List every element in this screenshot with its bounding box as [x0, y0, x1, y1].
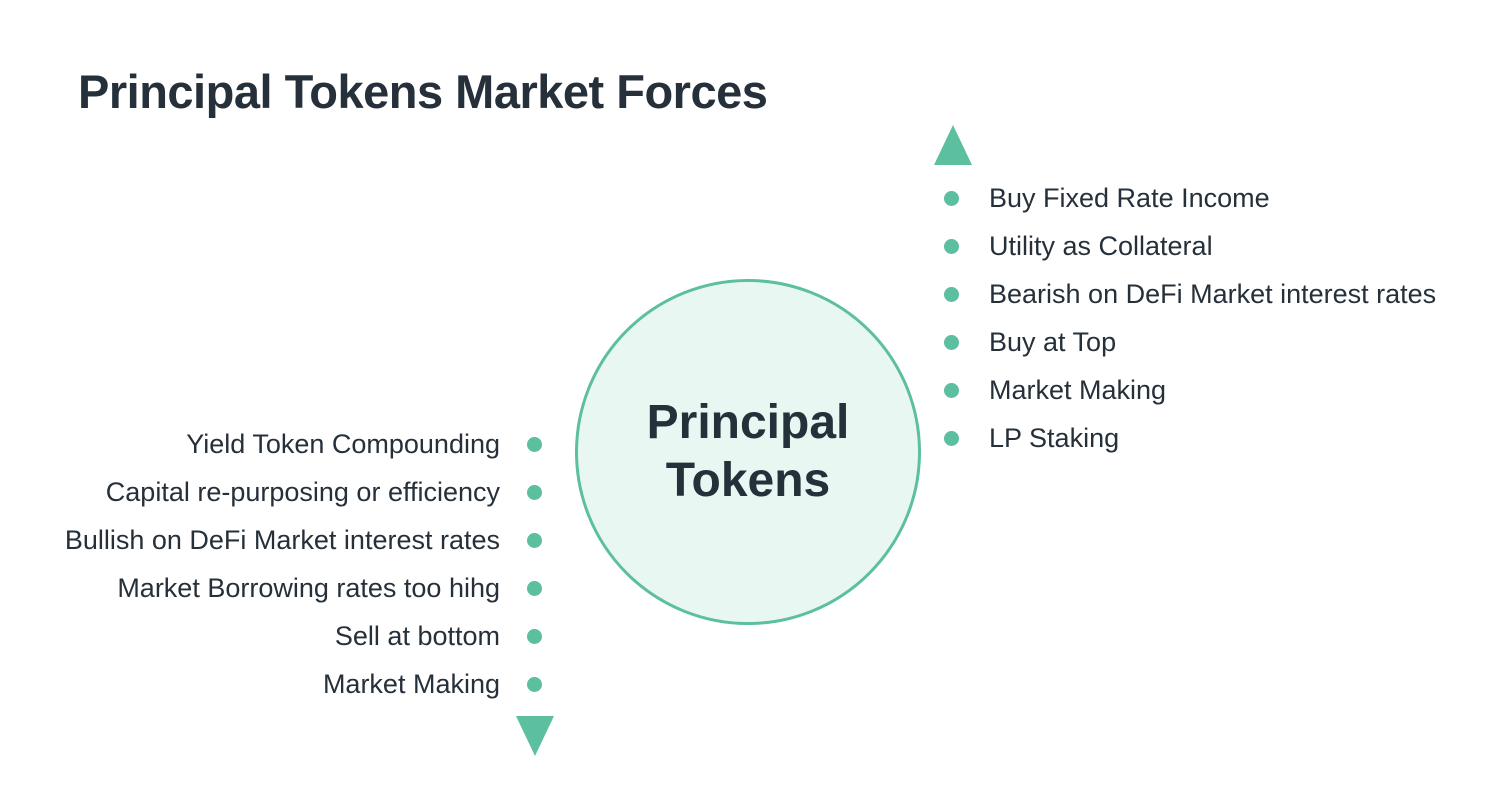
bullet-dot-icon — [944, 334, 959, 350]
down-force-label: Yield Token Compounding — [186, 428, 500, 459]
down-force-label: Sell at bottom — [334, 620, 500, 651]
list-item: Market Borrowing rates too hihg — [65, 564, 542, 612]
down-force-label: Capital re-purposing or efficiency — [105, 476, 500, 507]
list-item: Market Making — [944, 366, 1436, 414]
list-item: LP Staking — [944, 414, 1436, 462]
down-forces-list: Yield Token Compounding Capital re-purpo… — [65, 420, 542, 708]
up-force-label: Utility as Collateral — [989, 230, 1213, 261]
triangle-up-icon — [934, 125, 972, 165]
center-label: Principal Tokens — [618, 394, 878, 510]
bullet-dot-icon — [527, 532, 542, 548]
list-item: Yield Token Compounding — [65, 420, 542, 468]
center-label-line1: Principal — [646, 396, 850, 449]
bullet-dot-icon — [944, 286, 959, 302]
up-force-label: LP Staking — [989, 422, 1120, 453]
up-force-label: Bearish on DeFi Market interest rates — [989, 278, 1437, 309]
bullet-dot-icon — [944, 190, 959, 206]
list-item: Utility as Collateral — [944, 222, 1436, 270]
list-item: Market Making — [65, 660, 542, 708]
bullet-dot-icon — [527, 436, 542, 452]
down-force-label: Bullish on DeFi Market interest rates — [64, 524, 500, 555]
down-force-label: Market Making — [322, 668, 500, 699]
up-forces-list: Buy Fixed Rate Income Utility as Collate… — [944, 174, 1436, 462]
list-item: Buy Fixed Rate Income — [944, 174, 1436, 222]
list-item: Sell at bottom — [65, 612, 542, 660]
list-item: Buy at Top — [944, 318, 1436, 366]
triangle-down-icon — [516, 716, 554, 756]
list-item: Capital re-purposing or efficiency — [65, 468, 542, 516]
center-label-line2: Tokens — [665, 454, 831, 507]
page-title: Principal Tokens Market Forces — [78, 65, 768, 118]
bullet-dot-icon — [527, 628, 542, 644]
bullet-dot-icon — [944, 382, 959, 398]
list-item: Bearish on DeFi Market interest rates — [944, 270, 1436, 318]
bullet-dot-icon — [944, 238, 959, 254]
up-force-label: Buy at Top — [989, 326, 1117, 357]
list-item: Bullish on DeFi Market interest rates — [65, 516, 542, 564]
center-circle: Principal Tokens — [575, 279, 921, 625]
down-force-label: Market Borrowing rates too hihg — [117, 572, 500, 603]
up-force-label: Buy Fixed Rate Income — [989, 182, 1270, 213]
bullet-dot-icon — [527, 484, 542, 500]
bullet-dot-icon — [527, 676, 542, 692]
bullet-dot-icon — [944, 430, 959, 446]
up-force-label: Market Making — [989, 374, 1167, 405]
bullet-dot-icon — [527, 580, 542, 596]
